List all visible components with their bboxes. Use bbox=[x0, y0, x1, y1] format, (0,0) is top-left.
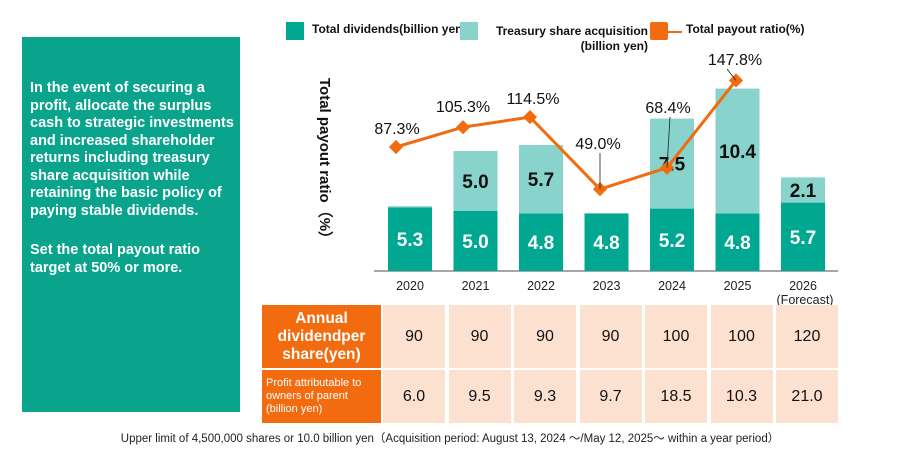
x-tick-label: 2026 bbox=[789, 279, 817, 293]
treasury-value-label: 5.7 bbox=[528, 170, 554, 191]
dividend-value-label: 5.7 bbox=[790, 228, 816, 249]
legend-payout: Total payout ratio(%) bbox=[650, 22, 804, 40]
payout-ratio-label: 49.0% bbox=[575, 136, 620, 153]
table-cell: 90 bbox=[448, 305, 511, 368]
table-cell: 90 bbox=[579, 305, 642, 368]
legend-swatch bbox=[460, 22, 478, 40]
treasury-bar bbox=[388, 206, 432, 208]
table-row-label: Profit attributable to owners of parent … bbox=[262, 370, 381, 423]
table-cell: 10.3 bbox=[710, 370, 773, 423]
x-tick-label: 2021 bbox=[462, 279, 490, 293]
treasury-bar bbox=[453, 151, 498, 211]
payout-ratio-label: 114.5% bbox=[506, 91, 559, 108]
table-cell: 120 bbox=[776, 305, 838, 368]
table-cell: 9.3 bbox=[514, 370, 576, 423]
dividend-value-label: 5.3 bbox=[397, 230, 423, 251]
payout-ratio-point bbox=[388, 139, 404, 155]
treasury-bar bbox=[519, 145, 563, 214]
table-cell: 100 bbox=[710, 305, 773, 368]
legend-label: Total dividends(billion yen) bbox=[312, 22, 467, 36]
dividend-bar bbox=[781, 202, 825, 271]
dividend-bar bbox=[650, 208, 694, 271]
policy-text: In the event of securing a profit, alloc… bbox=[30, 80, 234, 219]
label-leader-line bbox=[726, 68, 737, 81]
treasury-value-label: 5.0 bbox=[462, 172, 488, 193]
x-tick-sublabel: (Forecast) bbox=[777, 293, 834, 307]
x-tick-label: 2022 bbox=[527, 279, 555, 293]
payout-ratio-label: 147.8% bbox=[708, 52, 762, 69]
payout-ratio-line bbox=[395, 79, 738, 191]
y-axis-title: Total payout ratio（%） bbox=[316, 78, 334, 246]
x-tick-label: 2023 bbox=[593, 279, 621, 293]
dividend-bar bbox=[715, 213, 760, 271]
treasury-value-label: 10.4 bbox=[719, 142, 756, 163]
treasury-bar bbox=[781, 177, 825, 203]
legend-label: Treasury share acquisition (billion yen) bbox=[495, 24, 648, 53]
dividend-value-label: 4.8 bbox=[593, 233, 619, 254]
dividend-bar bbox=[453, 211, 498, 271]
dividend-value-label: 4.8 bbox=[528, 233, 554, 254]
payout-ratio-point bbox=[455, 120, 471, 135]
table-row-label: Annual dividendper share(yen) bbox=[262, 305, 381, 368]
table-cell: 6.0 bbox=[383, 370, 445, 423]
payout-ratio-label: 87.3% bbox=[374, 121, 419, 138]
dividend-value-label: 5.2 bbox=[659, 231, 685, 252]
dividend-bar bbox=[519, 213, 563, 271]
x-tick-label: 2020 bbox=[396, 279, 424, 293]
legend-label: Total payout ratio(%) bbox=[686, 22, 805, 36]
treasury-bar bbox=[715, 88, 760, 214]
dividend-value-label: 4.8 bbox=[724, 233, 750, 254]
table-cell: 21.0 bbox=[776, 370, 838, 423]
target-text: Set the total payout ratio target at 50%… bbox=[30, 242, 200, 276]
legend-total-dividends: Total dividends(billion yen) bbox=[286, 22, 466, 40]
table-cell: 9.7 bbox=[579, 370, 642, 423]
table-cell: 18.5 bbox=[645, 370, 707, 423]
dividend-value-label: 5.0 bbox=[462, 232, 488, 253]
dividend-bar bbox=[584, 213, 629, 271]
x-tick-label: 2024 bbox=[658, 279, 686, 293]
legend-treasury: Treasury share acquisition (billion yen) bbox=[460, 22, 648, 54]
payout-ratio-label: 105.3% bbox=[436, 99, 490, 116]
treasury-value-label: 2.1 bbox=[790, 181, 817, 202]
dividend-bar bbox=[388, 207, 432, 271]
footer-note: Upper limit of 4,500,000 shares or 10.0 … bbox=[120, 433, 780, 445]
legend-swatch bbox=[650, 22, 668, 40]
table-cell: 100 bbox=[645, 305, 707, 368]
table-cell: 90 bbox=[383, 305, 445, 368]
payout-ratio-label: 68.4% bbox=[645, 100, 690, 117]
table-cell: 90 bbox=[514, 305, 576, 368]
x-tick-label: 2025 bbox=[724, 279, 752, 293]
legend-swatch bbox=[286, 22, 304, 40]
legend-line-icon bbox=[668, 31, 682, 33]
payout-ratio-point bbox=[522, 110, 538, 125]
policy-panel: In the event of securing a profit, alloc… bbox=[22, 37, 240, 412]
table-cell: 9.5 bbox=[448, 370, 511, 423]
label-leader-line bbox=[666, 116, 671, 168]
